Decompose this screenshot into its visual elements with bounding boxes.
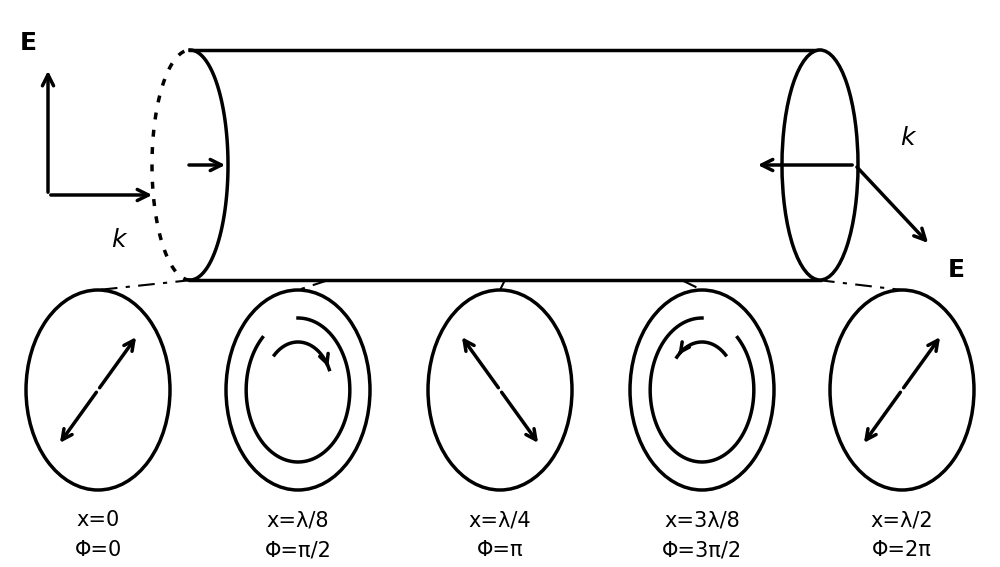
- Ellipse shape: [26, 290, 170, 490]
- Text: k: k: [111, 228, 125, 252]
- Ellipse shape: [830, 290, 974, 490]
- Text: Φ=0: Φ=0: [74, 540, 122, 560]
- Text: E: E: [948, 258, 965, 282]
- Text: k: k: [900, 126, 914, 150]
- Text: x=3λ/8: x=3λ/8: [664, 510, 740, 530]
- Text: Φ=3π/2: Φ=3π/2: [662, 540, 742, 560]
- Text: Φ=π: Φ=π: [477, 540, 523, 560]
- Ellipse shape: [630, 290, 774, 490]
- Text: x=λ/2: x=λ/2: [871, 510, 933, 530]
- Text: Φ=π/2: Φ=π/2: [265, 540, 331, 560]
- Text: E: E: [20, 31, 36, 55]
- Text: Φ=2π: Φ=2π: [872, 540, 932, 560]
- Text: x=λ/4: x=λ/4: [469, 510, 531, 530]
- Ellipse shape: [428, 290, 572, 490]
- Text: x=λ/8: x=λ/8: [267, 510, 329, 530]
- Ellipse shape: [226, 290, 370, 490]
- Text: x=0: x=0: [76, 510, 120, 530]
- Ellipse shape: [782, 50, 858, 280]
